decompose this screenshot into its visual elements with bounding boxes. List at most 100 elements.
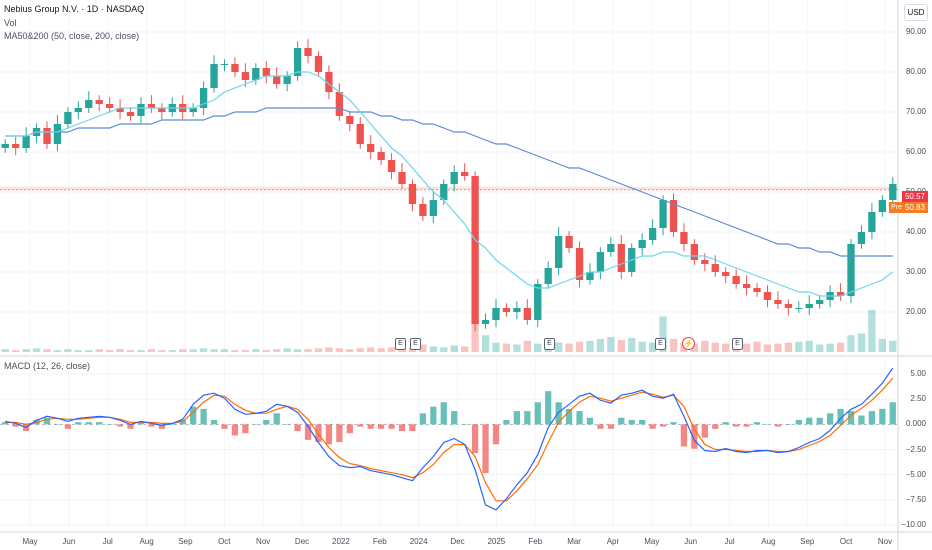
macd-histogram-bar bbox=[879, 408, 886, 425]
time-tick-label: Mar bbox=[567, 537, 581, 546]
macd-histogram-bar bbox=[179, 419, 186, 425]
earnings-marker-icon[interactable]: E bbox=[544, 338, 555, 350]
macd-histogram-bar bbox=[252, 424, 259, 425]
candle-body bbox=[523, 308, 531, 320]
volume-bar bbox=[711, 342, 719, 352]
earnings-marker-icon[interactable]: E bbox=[655, 338, 666, 350]
candle-body bbox=[429, 200, 437, 216]
price-tick-label: 90.00 bbox=[905, 27, 926, 36]
volume-bar bbox=[137, 350, 145, 352]
candle-body bbox=[231, 64, 239, 72]
price-tick-label: 80.00 bbox=[905, 67, 926, 76]
macd-panel bbox=[2, 367, 896, 511]
macd-histogram-bar bbox=[461, 424, 468, 425]
macd-histogram-bar bbox=[12, 424, 19, 427]
macd-histogram-bar bbox=[701, 424, 708, 438]
macd-histogram-bar bbox=[889, 402, 896, 425]
macd-histogram-bar bbox=[858, 415, 865, 425]
time-tick-label: Sep bbox=[800, 537, 815, 546]
candle-body bbox=[461, 172, 469, 176]
macd-histogram-bar bbox=[284, 424, 291, 425]
earnings-marker-icon[interactable]: E bbox=[732, 338, 743, 350]
time-tick-label: Nov bbox=[256, 537, 271, 546]
macd-histogram-bar bbox=[837, 408, 844, 425]
candle-body bbox=[617, 244, 625, 272]
candle-body bbox=[857, 232, 866, 244]
volume-legend[interactable]: Vol bbox=[4, 18, 17, 28]
candle-body bbox=[220, 64, 229, 65]
macd-histogram-bar bbox=[659, 424, 667, 427]
dividend-flash-icon[interactable]: ⚡ bbox=[682, 337, 695, 350]
volume-bars bbox=[1, 310, 897, 352]
candle-body bbox=[64, 112, 72, 124]
candle-body bbox=[346, 116, 354, 124]
volume-bar bbox=[502, 343, 511, 352]
volume-bar bbox=[199, 348, 208, 352]
candle-body bbox=[105, 104, 114, 108]
premarket-label: Pre bbox=[889, 202, 904, 213]
earnings-marker-icon[interactable]: E bbox=[410, 338, 421, 350]
volume-bar bbox=[367, 347, 375, 352]
volume-bar bbox=[628, 338, 636, 352]
time-tick-label: Aug bbox=[761, 537, 776, 546]
last-price-band bbox=[0, 186, 898, 190]
candle-body bbox=[784, 304, 793, 308]
candle-body bbox=[795, 308, 803, 309]
macd-legend[interactable]: MACD (12, 26, close) bbox=[4, 361, 91, 371]
time-tick-label: 2022 bbox=[331, 537, 350, 546]
candle-body bbox=[74, 108, 82, 112]
macd-tick-label: −7.50 bbox=[905, 494, 926, 504]
macd-histogram-bar bbox=[85, 422, 92, 425]
candle-body bbox=[816, 300, 824, 304]
candle-body bbox=[680, 232, 688, 244]
macd-histogram-bar bbox=[618, 417, 625, 425]
candle-body bbox=[502, 308, 511, 312]
macd-histogram-bar bbox=[304, 424, 312, 440]
time-tick-label: Feb bbox=[528, 537, 543, 546]
macd-histogram-bar bbox=[795, 419, 802, 425]
candle-body bbox=[544, 268, 552, 284]
time-tick-label: Jul bbox=[724, 537, 735, 546]
time-tick-label: Aug bbox=[139, 537, 154, 546]
volume-bar bbox=[638, 341, 646, 352]
macd-histogram-bar bbox=[64, 424, 72, 429]
volume-bar bbox=[523, 340, 531, 352]
volume-bar bbox=[1, 349, 9, 352]
volume-bar bbox=[419, 344, 427, 352]
moving-averages bbox=[5, 71, 894, 297]
macd-histogram-bar bbox=[54, 424, 61, 425]
earnings-marker-icon[interactable]: E bbox=[395, 338, 406, 350]
volume-bar bbox=[262, 350, 270, 352]
volume-bar bbox=[784, 342, 793, 352]
volume-bar bbox=[836, 342, 845, 352]
volume-bar bbox=[440, 347, 448, 352]
candle-body bbox=[12, 144, 20, 148]
macd-tick-label: 2.50 bbox=[910, 394, 926, 404]
macd-histogram-bar bbox=[2, 422, 9, 425]
time-tick-label: 2025 bbox=[487, 537, 506, 546]
candle-body bbox=[492, 308, 500, 320]
candle-body bbox=[398, 172, 406, 184]
volume-bar bbox=[210, 349, 218, 352]
ma-legend[interactable]: MA50&200 (50, close, 200, close) bbox=[4, 31, 140, 41]
macd-histogram-bar bbox=[649, 424, 656, 429]
macd-histogram-bar bbox=[628, 419, 635, 425]
currency-button[interactable]: USD bbox=[904, 4, 928, 21]
candle-body bbox=[116, 108, 124, 112]
time-tick-label: Jul bbox=[102, 537, 113, 546]
candle-body bbox=[85, 100, 93, 108]
macd-line bbox=[5, 367, 894, 511]
symbol-title[interactable]: Nebius Group N.V. · 1D · NASDAQ bbox=[4, 4, 145, 14]
candle-body bbox=[889, 184, 897, 200]
macd-tick-label: −5.00 bbox=[905, 469, 926, 479]
candle-body bbox=[586, 272, 594, 280]
macd-histogram-bar bbox=[712, 424, 719, 429]
volume-bar bbox=[158, 350, 166, 352]
volume-bar bbox=[513, 344, 521, 352]
volume-bar bbox=[273, 349, 281, 352]
macd-histogram-bar bbox=[482, 424, 489, 474]
time-tick-label: Apr bbox=[606, 537, 620, 546]
macd-histogram-bar bbox=[586, 417, 594, 425]
macd-histogram-bar bbox=[471, 424, 479, 454]
